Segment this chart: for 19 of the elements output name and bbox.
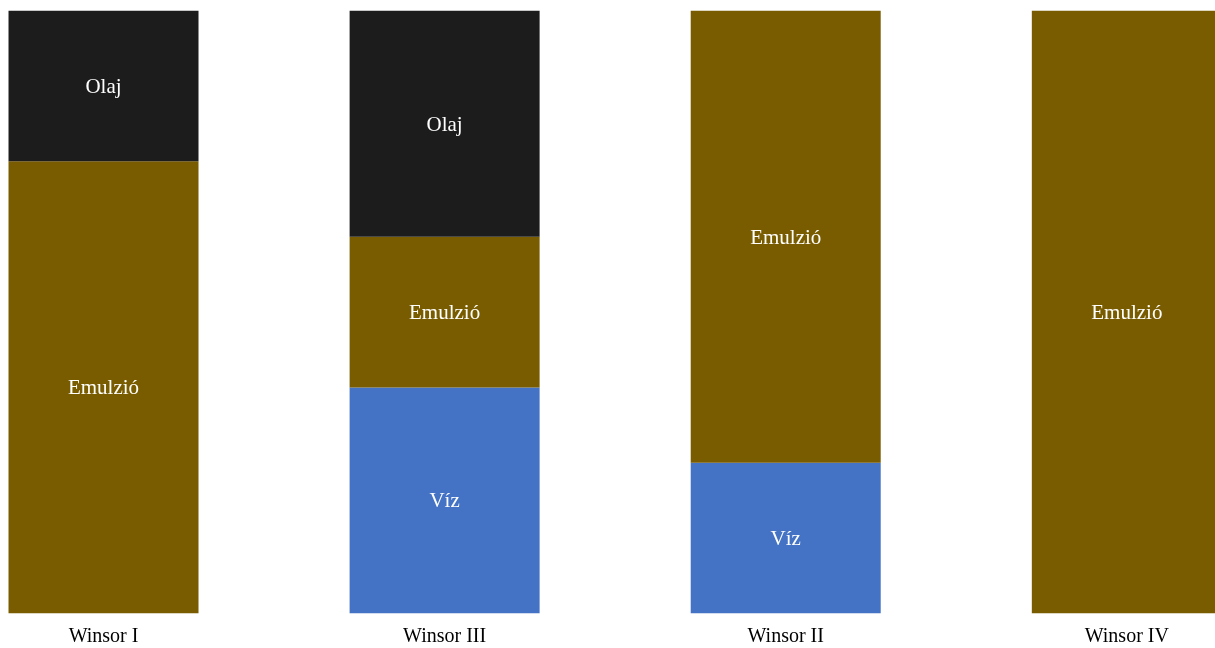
- x-tick-label: Winsor III: [403, 623, 487, 646]
- x-tick-label: Winsor I: [68, 623, 139, 646]
- bar: [349, 236, 540, 388]
- text: Emulzió: [409, 300, 481, 324]
- bar: [8, 161, 199, 614]
- bar: [8, 10, 199, 162]
- bar: [690, 462, 881, 614]
- bar: [349, 10, 540, 237]
- series-label: Emulzió: [1091, 300, 1163, 324]
- text: Olaj: [426, 111, 463, 136]
- x-tick-label: Winsor II: [747, 623, 824, 646]
- series-label: Olaj: [85, 73, 122, 98]
- bar: [349, 387, 540, 614]
- bar: [690, 10, 881, 463]
- x-tick-label: Winsor IV: [1084, 623, 1170, 646]
- text: Emulzió: [750, 224, 822, 249]
- text: Emulzió: [67, 375, 140, 400]
- series-label: Víz: [770, 526, 801, 551]
- text: Víz: [429, 488, 460, 513]
